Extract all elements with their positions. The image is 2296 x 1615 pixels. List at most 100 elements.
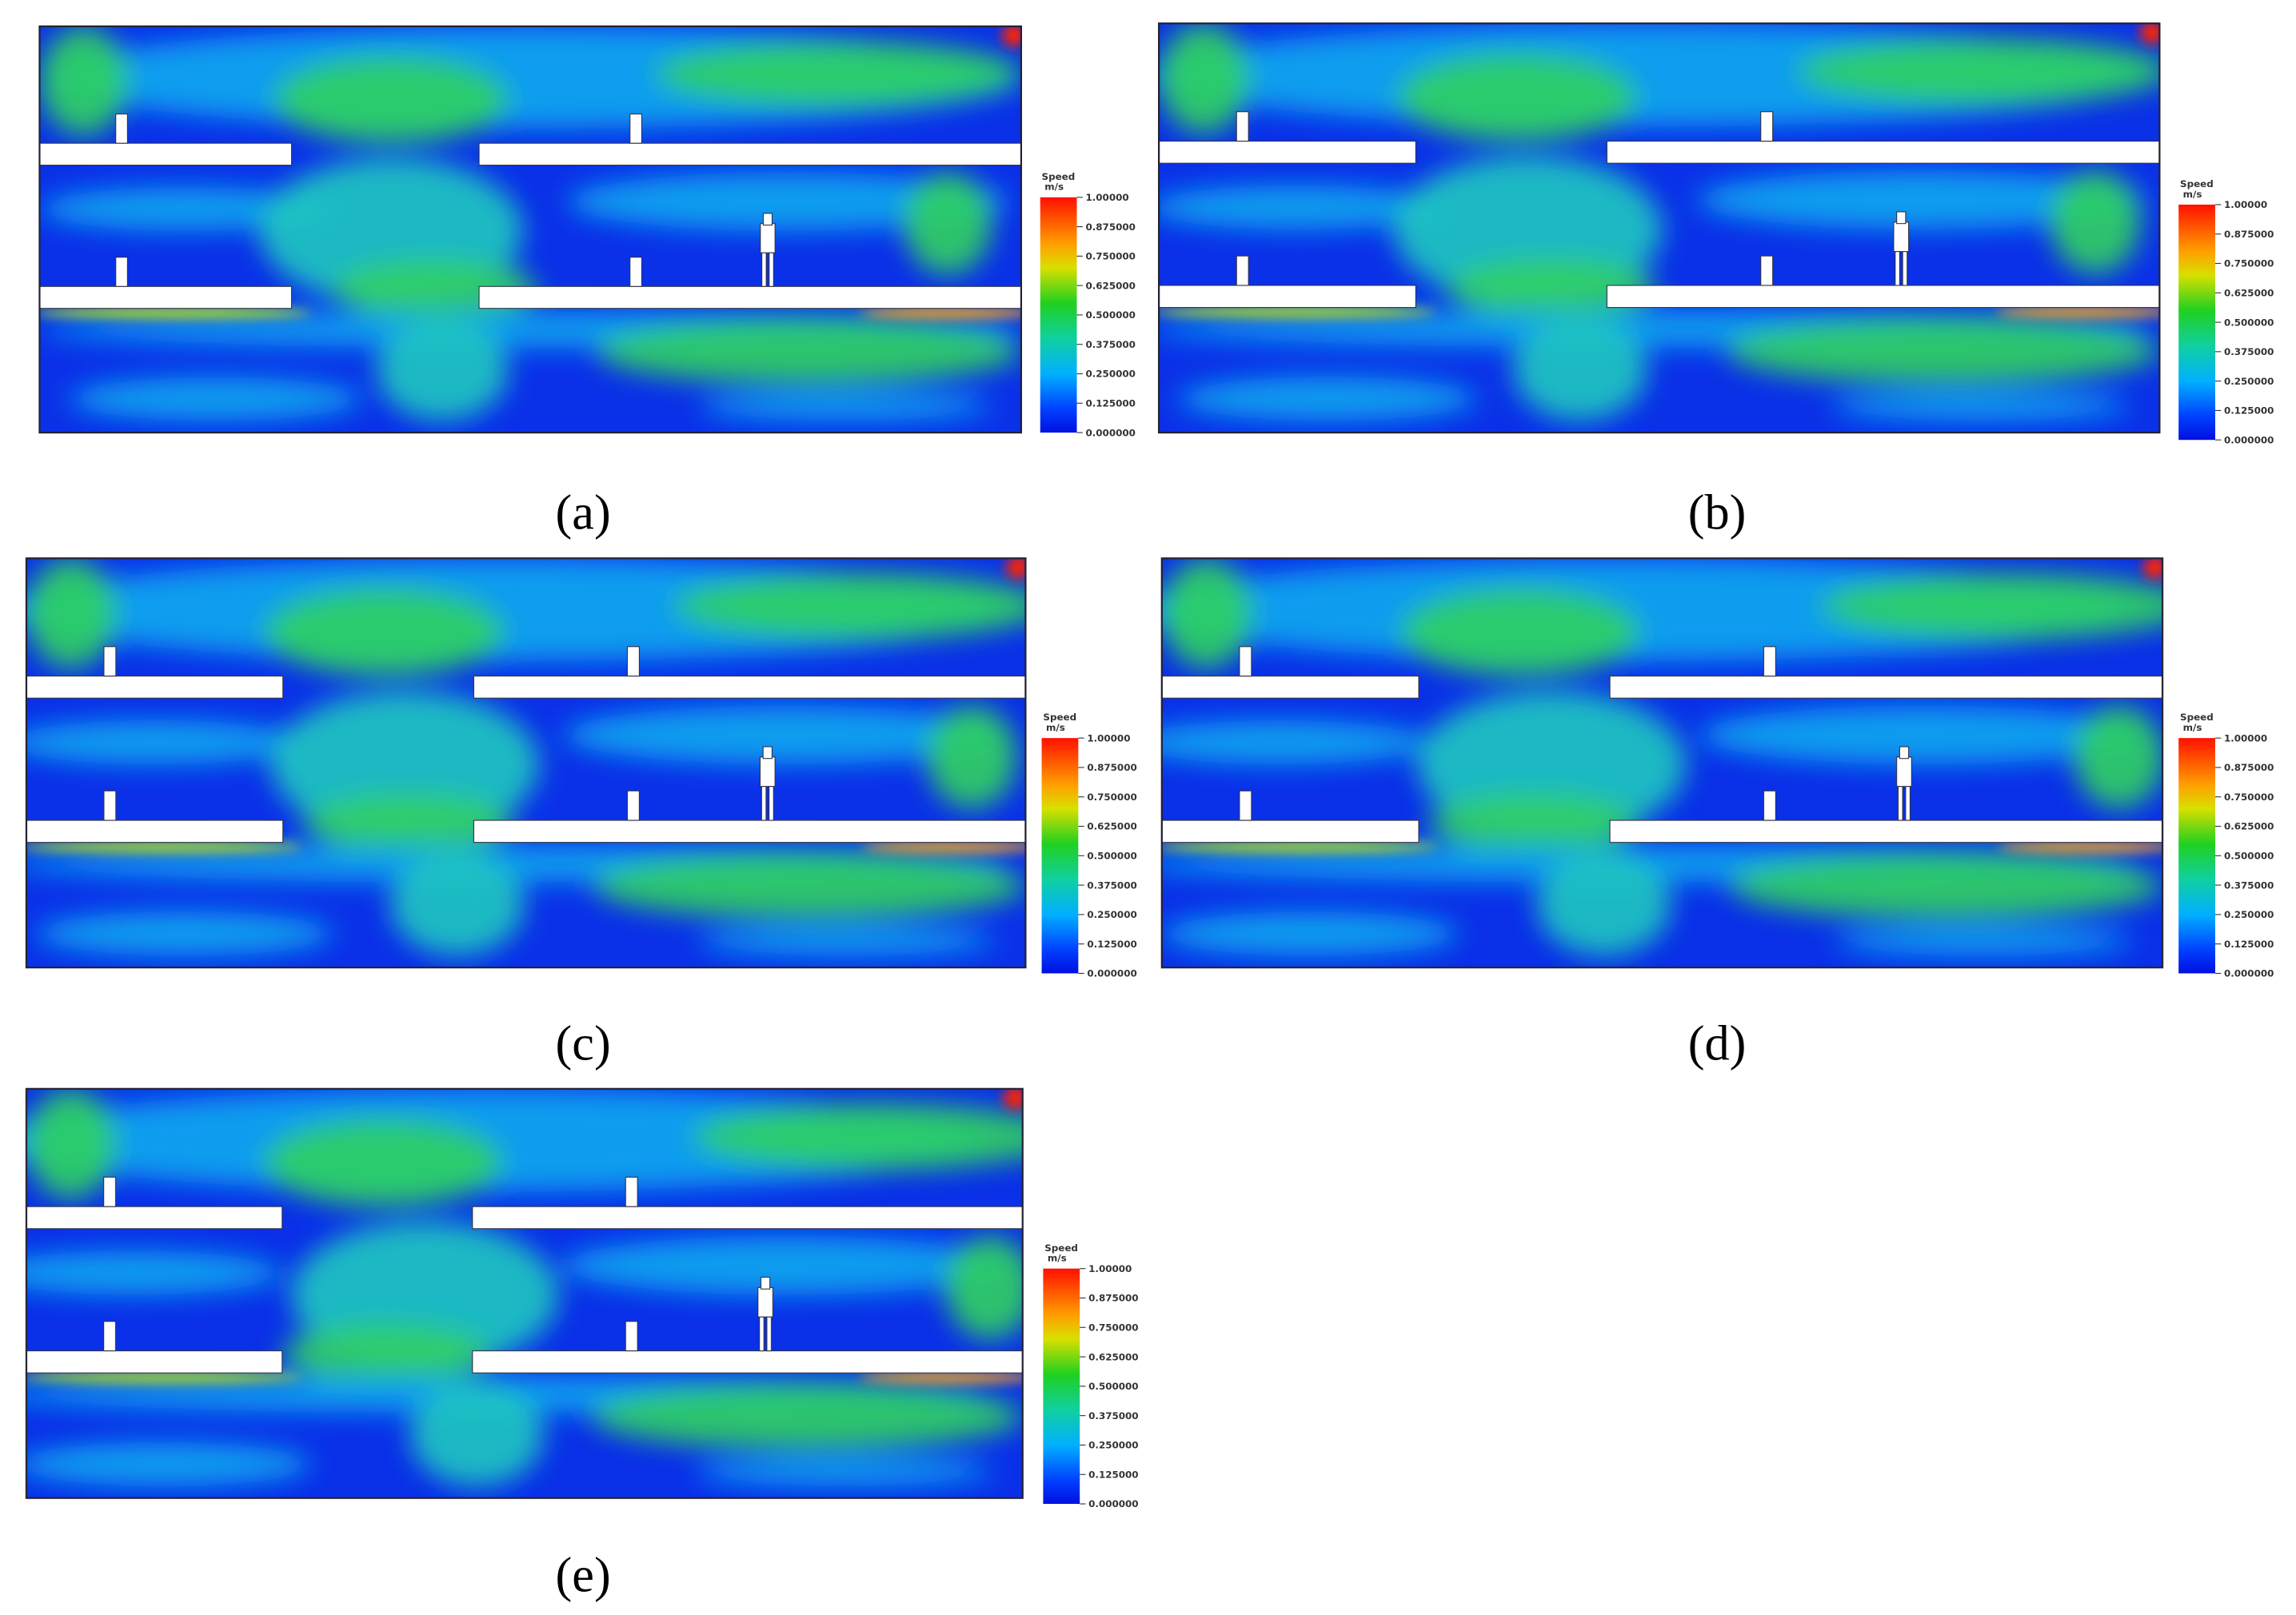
flow-region [1159, 23, 1249, 134]
wall [1905, 786, 1911, 821]
wall [1902, 251, 1908, 286]
wall [626, 790, 640, 821]
flow-region [376, 318, 509, 421]
wall [1161, 819, 1420, 843]
contour-panel [25, 1087, 1024, 1499]
flow-region [274, 55, 509, 144]
frame [25, 557, 1027, 969]
colorbar-tick-label: 0.875000 [2224, 229, 2274, 240]
colorbar-tick-label: 0.625000 [1088, 1351, 1138, 1362]
jets [26, 558, 1026, 853]
flow-region [1429, 793, 1639, 853]
colorbar-tick-label: 0.500000 [1088, 1381, 1138, 1392]
flow-region [1699, 705, 2148, 765]
colorbar-tick-label: 0.000000 [1088, 1498, 1138, 1509]
colorbar-tick-label: 1.00000 [1086, 192, 1129, 203]
flow-region [2050, 170, 2141, 274]
flow-region [1159, 185, 1447, 230]
wall [1896, 211, 1907, 225]
wall [473, 819, 1026, 843]
colorbar-title: Speed [1043, 712, 1076, 723]
colorbar-tick-label: 0.000000 [1086, 427, 1136, 438]
blobs [39, 26, 1021, 421]
wall [625, 1176, 638, 1207]
wall [1161, 676, 1420, 699]
colorbar-bar [1041, 738, 1079, 974]
frame [25, 1087, 1024, 1499]
wall [1159, 285, 1416, 309]
flow-region [1397, 53, 1637, 142]
flow-region [26, 558, 116, 669]
flow-region [593, 852, 1026, 919]
colorbar-unit: m/s [2183, 189, 2202, 200]
colorbar-tick-label: 0.875000 [1088, 1293, 1138, 1304]
wall [1893, 221, 1910, 253]
wall [762, 746, 773, 760]
colorbar-tick-label: 0.625000 [1086, 280, 1136, 291]
flow-region [389, 852, 525, 956]
colorbar-tick-label: 0.375000 [1087, 879, 1136, 891]
colorbar-title: Speed [2180, 712, 2214, 723]
jet [26, 840, 302, 853]
panel-label: (c) [556, 1016, 611, 1071]
flow-region [561, 1235, 1008, 1295]
jet [1161, 840, 1439, 853]
wall [760, 223, 776, 253]
flow-region [26, 1088, 116, 1199]
colorbar-tick-label: 1.00000 [2224, 199, 2267, 210]
wall [760, 1276, 771, 1290]
colorbar-tick-label: 0.500000 [1086, 309, 1136, 321]
colorbar-tick-label: 0.000000 [2224, 968, 2274, 979]
wall [761, 786, 767, 821]
flow-region [697, 926, 996, 956]
wall [115, 114, 128, 144]
wall [26, 819, 284, 843]
colorbar-tick-label: 0.000000 [1087, 968, 1136, 979]
wall [26, 1350, 283, 1374]
flow-region [1820, 572, 2163, 640]
contour-panel [1160, 557, 2164, 969]
wall [103, 646, 117, 677]
wall [1609, 819, 2163, 843]
blobs [26, 558, 1026, 956]
blobs [26, 1088, 1023, 1486]
wall [766, 1316, 773, 1352]
wall [1609, 676, 2163, 699]
flow-region [566, 172, 1007, 231]
wall [629, 257, 642, 287]
colorbar-title: Speed [1042, 171, 1076, 182]
jet [860, 306, 1021, 319]
flow-region [1512, 317, 1647, 421]
jet [861, 840, 1026, 853]
jets [39, 26, 1021, 319]
wall [472, 1350, 1023, 1374]
flow-region [1536, 852, 1671, 956]
wall [1763, 646, 1776, 677]
contour-panel [25, 557, 1027, 969]
panel-label: (e) [556, 1549, 611, 1603]
colorbar-bar [1043, 1268, 1080, 1505]
wall [115, 257, 128, 287]
frame [1157, 22, 2161, 434]
flow-region [39, 186, 333, 231]
colorbar-tick-label: 1.00000 [2224, 732, 2267, 744]
colorbar-tick-label: 0.500000 [2224, 851, 2274, 862]
jet [39, 306, 311, 319]
colorbar-tick-label: 0.750000 [2224, 792, 2274, 803]
colorbar-unit: m/s [1046, 722, 1065, 733]
jet [1998, 840, 2163, 853]
wall [103, 790, 117, 821]
wall [39, 142, 293, 166]
wall [1236, 255, 1249, 286]
flow-region [693, 1103, 1023, 1170]
field [1159, 23, 2160, 433]
contour-panel [38, 25, 1023, 434]
jet [1159, 305, 1435, 318]
panel-label: (a) [556, 486, 611, 540]
wall [26, 1206, 283, 1230]
colorbar-tick-label: 0.375000 [2224, 879, 2274, 891]
flow-region [69, 377, 362, 421]
wall [472, 1206, 1023, 1230]
